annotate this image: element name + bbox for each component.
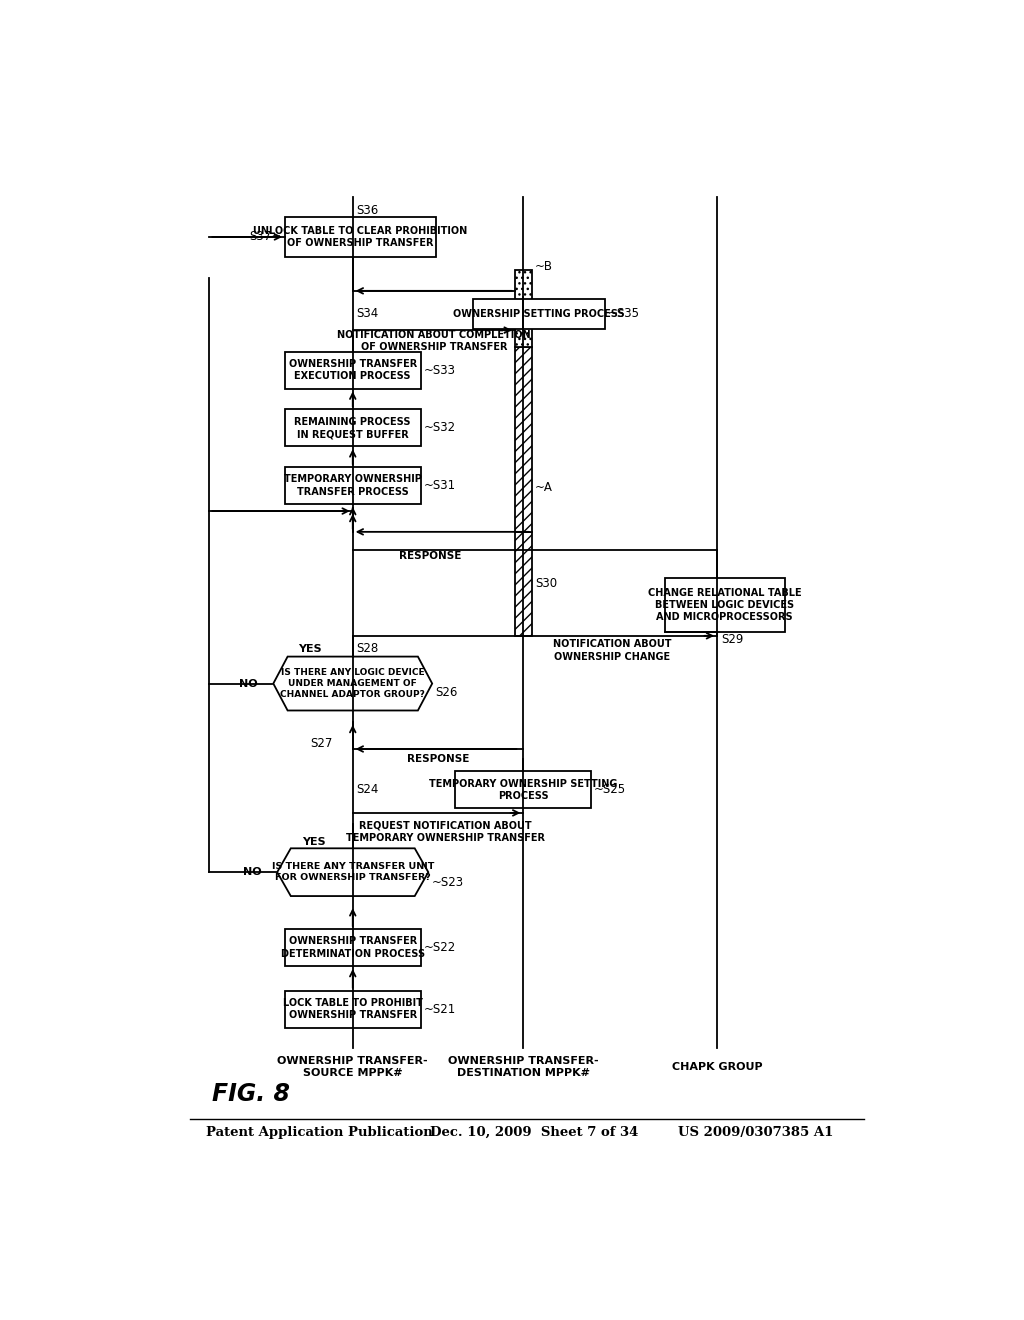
Text: OWNERSHIP TRANSFER-
DESTINATION MPPK#: OWNERSHIP TRANSFER- DESTINATION MPPK# (447, 1056, 599, 1078)
Text: UNLOCK TABLE TO CLEAR PROHIBITION
OF OWNERSHIP TRANSFER: UNLOCK TABLE TO CLEAR PROHIBITION OF OWN… (253, 226, 468, 248)
Text: ~S32: ~S32 (424, 421, 456, 434)
Text: S28: S28 (356, 643, 379, 656)
Polygon shape (273, 656, 432, 710)
Text: ~S31: ~S31 (424, 479, 456, 492)
Text: ~S25: ~S25 (594, 783, 627, 796)
Text: ~S22: ~S22 (424, 941, 456, 954)
Bar (515, 347, 531, 532)
Text: IS THERE ANY TRANSFER UNIT
FOR OWNERSHIP TRANSFER?: IS THERE ANY TRANSFER UNIT FOR OWNERSHIP… (271, 862, 434, 882)
Text: Patent Application Publication: Patent Application Publication (206, 1126, 432, 1139)
Text: TEMPORARY OWNERSHIP SETTING
PROCESS: TEMPORARY OWNERSHIP SETTING PROCESS (429, 779, 617, 801)
Bar (285, 467, 421, 504)
Text: CHANGE RELATIONAL TABLE
BETWEEN LOGIC DEVICES
AND MICROPROCESSORS: CHANGE RELATIONAL TABLE BETWEEN LOGIC DE… (648, 587, 802, 623)
Text: IS THERE ANY LOGIC DEVICE
UNDER MANAGEMENT OF
CHANNEL ADAPTOR GROUP?: IS THERE ANY LOGIC DEVICE UNDER MANAGEME… (281, 668, 425, 700)
Text: LOCK TABLE TO PROHIBIT
OWNERSHIP TRANSFER: LOCK TABLE TO PROHIBIT OWNERSHIP TRANSFE… (283, 998, 423, 1020)
Text: TEMPORARY OWNERSHIP
TRANSFER PROCESS: TEMPORARY OWNERSHIP TRANSFER PROCESS (284, 474, 422, 496)
Bar (515, 271, 531, 347)
Bar (665, 578, 784, 632)
Text: OWNERSHIP TRANSFER-
SOURCE MPPK#: OWNERSHIP TRANSFER- SOURCE MPPK# (278, 1056, 428, 1078)
Text: S36: S36 (356, 205, 379, 218)
Text: ~B: ~B (535, 260, 553, 273)
Text: OWNERSHIP TRANSFER
EXECUTION PROCESS: OWNERSHIP TRANSFER EXECUTION PROCESS (289, 359, 417, 381)
Text: S30: S30 (535, 577, 557, 590)
Text: S24: S24 (356, 783, 379, 796)
Bar (285, 991, 421, 1028)
Bar (285, 216, 436, 257)
Text: REMAINING PROCESS
IN REQUEST BUFFER: REMAINING PROCESS IN REQUEST BUFFER (295, 417, 411, 440)
Text: RESPONSE: RESPONSE (399, 552, 462, 561)
Bar (473, 300, 604, 329)
Text: S27: S27 (310, 737, 333, 750)
Bar (285, 929, 421, 966)
Text: FIG. 8: FIG. 8 (212, 1082, 290, 1106)
Text: US 2009/0307385 A1: US 2009/0307385 A1 (678, 1126, 834, 1139)
Text: CHAPK GROUP: CHAPK GROUP (672, 1063, 762, 1072)
Text: OWNERSHIP TRANSFER
DETERMINATION PROCESS: OWNERSHIP TRANSFER DETERMINATION PROCESS (281, 936, 425, 958)
Text: NO: NO (243, 867, 262, 878)
Text: YES: YES (302, 837, 326, 847)
Polygon shape (278, 849, 428, 896)
Text: NOTIFICATION ABOUT COMPLETION
OF OWNERSHIP TRANSFER: NOTIFICATION ABOUT COMPLETION OF OWNERSH… (337, 330, 530, 352)
Bar (285, 409, 421, 446)
Text: NO: NO (240, 678, 258, 689)
Text: ~S33: ~S33 (424, 363, 456, 376)
Bar (285, 351, 421, 388)
Text: YES: YES (298, 644, 322, 653)
Text: REQUEST NOTIFICATION ABOUT
TEMPORARY OWNERSHIP TRANSFER: REQUEST NOTIFICATION ABOUT TEMPORARY OWN… (346, 821, 545, 843)
Text: OWNERSHIP SETTING PROCESS: OWNERSHIP SETTING PROCESS (453, 309, 625, 319)
Text: S37~: S37~ (250, 231, 282, 243)
Text: ~S35: ~S35 (607, 308, 640, 321)
Text: RESPONSE: RESPONSE (407, 754, 469, 764)
Text: S34: S34 (356, 308, 379, 321)
Text: ~S23: ~S23 (431, 876, 464, 890)
Text: S29: S29 (721, 634, 743, 647)
Bar (515, 532, 531, 636)
Bar (456, 771, 591, 808)
Text: ~S21: ~S21 (424, 1003, 456, 1016)
Text: Dec. 10, 2009  Sheet 7 of 34: Dec. 10, 2009 Sheet 7 of 34 (430, 1126, 639, 1139)
Text: S26: S26 (435, 686, 458, 700)
Text: NOTIFICATION ABOUT
OWNERSHIP CHANGE: NOTIFICATION ABOUT OWNERSHIP CHANGE (553, 639, 672, 661)
Text: ~A: ~A (535, 482, 553, 495)
